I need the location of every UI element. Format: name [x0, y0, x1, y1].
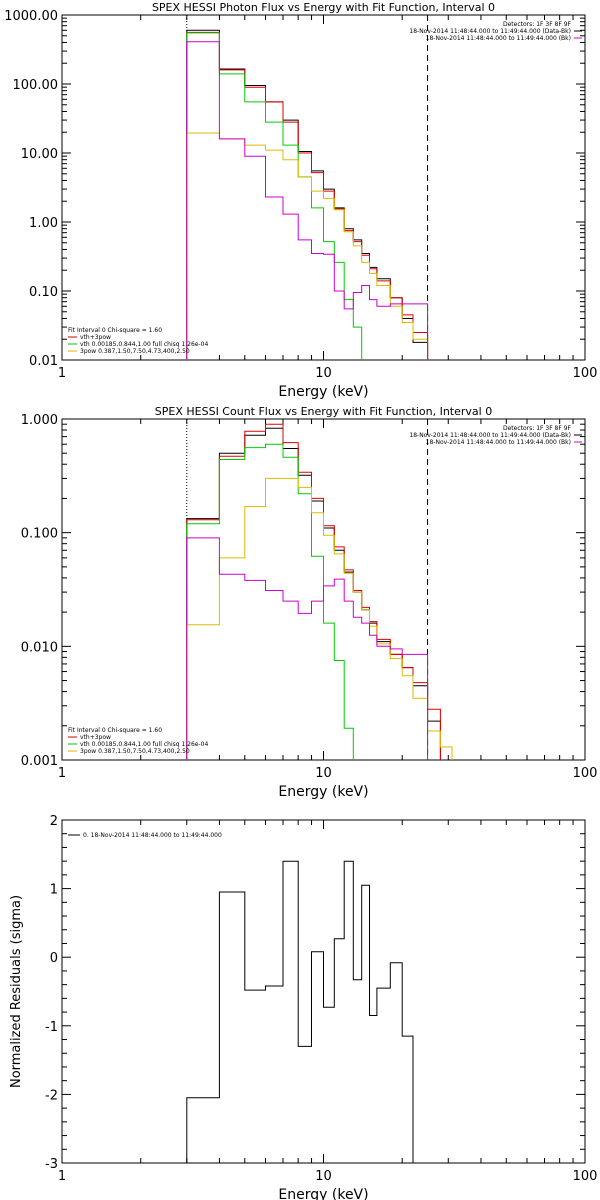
legend-entry: Fit Interval 0 Chi-square = 1.60: [68, 327, 162, 334]
x-axis-label: Energy (keV): [278, 1187, 368, 1200]
legend-entry: 3pow 0.387,1.50,7.50,4.73,400,2.50: [80, 748, 190, 755]
chart-panel-3: 1 10 100 Energy (keV) -3 -2 -1 0 1 2 Normalized Re…: [9, 814, 597, 1200]
y-tick-label: -2: [45, 1088, 58, 1103]
chart-panel-2: SPEX HESSI Count Flux vs Energy with Fit…: [21, 405, 598, 800]
y-tick-label: 0: [50, 951, 58, 966]
data-area: [186, 15, 429, 360]
x-tick-label: 10: [315, 1169, 332, 1184]
x-tick-label: 10: [315, 766, 332, 781]
y-tick-label: 1.000: [21, 413, 58, 428]
series-line-3: [186, 32, 363, 360]
y-tick-label: 10.00: [21, 147, 58, 162]
chart-panel-1: SPEX HESSI Photon Flux vs Energy with Fi…: [4, 1, 597, 400]
info-text: Detectors: 1F 3F 8F 9F: [503, 425, 572, 432]
y-tick-label: -3: [45, 1157, 58, 1172]
legend-entry: vth+3pow: [80, 734, 111, 741]
y-tick-label: 1: [50, 883, 58, 898]
chart-title: SPEX HESSI Photon Flux vs Energy with Fi…: [152, 1, 495, 14]
y-axis-label: Normalized Residuals (sigma): [9, 895, 24, 1088]
x-tick-label: 10: [315, 366, 332, 381]
legend-entry: 3pow 0.387,1.50,7.50,4.73,400,2.50: [80, 348, 190, 355]
y-tick-label: 0.10: [29, 285, 58, 300]
legend-entry: Fit Interval 0 Chi-square = 1.60: [68, 727, 162, 734]
x-axis-label: Energy (keV): [278, 384, 368, 400]
y-tick-label: 0.001: [21, 754, 58, 769]
info-text: 18-Nov-2014 11:48:44.000 to 11:49:44.000…: [426, 439, 571, 446]
y-tick-label: 1.00: [29, 216, 58, 231]
legend-entry: vth 0.00185,0.844,1.00 full chisq 1.26e-…: [80, 741, 208, 748]
series-line-4: [186, 132, 429, 360]
y-tick-label: 2: [50, 814, 58, 829]
x-tick-label: 1: [58, 366, 66, 381]
y-tick-label: 1000.00: [4, 9, 58, 24]
series-line-3: [186, 443, 354, 760]
series-line-2: [186, 31, 429, 360]
y-tick-label: 100.00: [13, 78, 59, 93]
y-tick-label: 0.01: [29, 354, 58, 369]
info-text: Detectors: 1F 3F 8F 9F: [503, 21, 572, 28]
x-tick-label: 1: [58, 766, 66, 781]
chart-title: SPEX HESSI Count Flux vs Energy with Fit…: [155, 405, 492, 418]
x-tick-label: 1: [58, 1169, 66, 1184]
y-tick-label: 0.010: [21, 640, 58, 655]
x-tick-label: 100: [573, 1169, 598, 1184]
y-tick-label: -1: [45, 1020, 58, 1035]
legend-entry: 0. 18-Nov-2014 11:48:44.000 to 11:49:44.…: [83, 832, 222, 839]
series-line-5: [186, 41, 429, 360]
legend-entry: vth 0.00185,0.844,1.00 full chisq 1.26e-…: [80, 341, 208, 348]
x-tick-label: 100: [573, 766, 598, 781]
series-line-2: [186, 423, 441, 760]
info-text: 18-Nov-2014 11:48:44.000 to 11:49:44.000…: [409, 28, 571, 35]
data-area: [186, 419, 453, 760]
y-tick-label: 0.100: [21, 527, 58, 542]
info-text: 18-Nov-2014 11:48:44.000 to 11:49:44.000…: [409, 432, 571, 439]
series-line-1: [186, 427, 441, 760]
series-line-4: [186, 477, 453, 760]
x-axis-label: Energy (keV): [278, 784, 368, 800]
legend-entry: vth+3pow: [80, 334, 111, 341]
data-area: [186, 860, 414, 1163]
x-tick-label: 100: [573, 366, 598, 381]
series-line-5: [186, 537, 429, 760]
series-line-1: [186, 29, 429, 360]
info-text: 18-Nov-2014 11:48:44.000 to 11:49:44.000…: [426, 35, 571, 42]
series-line-1: [186, 860, 414, 1163]
